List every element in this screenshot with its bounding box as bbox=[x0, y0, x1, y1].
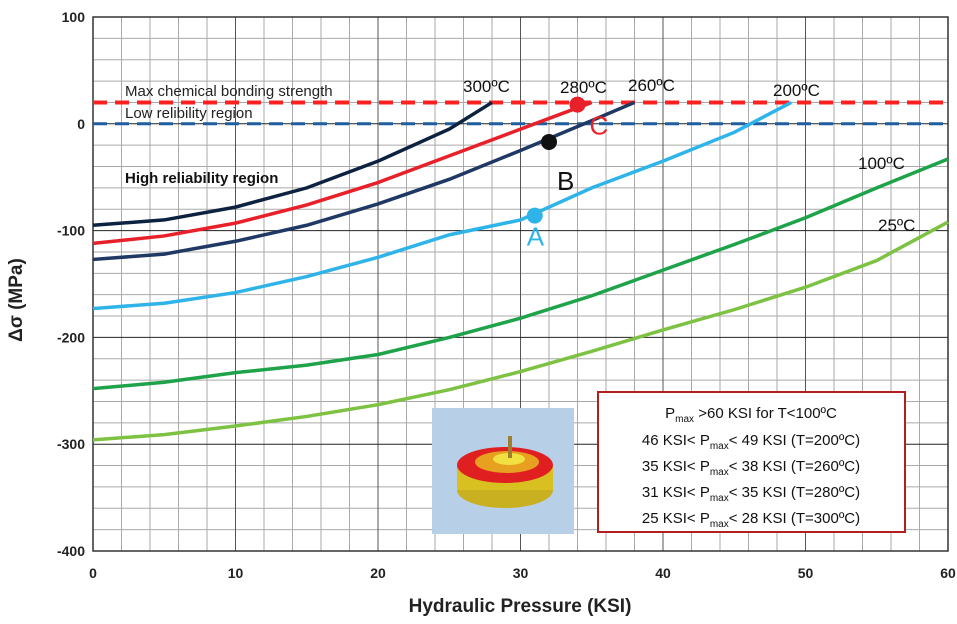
x-axis-label: Hydraulic Pressure (KSI) bbox=[409, 596, 632, 617]
point-marker bbox=[570, 97, 586, 113]
series-label: 25ºC bbox=[878, 216, 915, 235]
x-tick-label: 10 bbox=[228, 565, 244, 581]
chart: Hydraulic Pressure (KSI) Δσ (MPa) Max ch… bbox=[0, 0, 957, 624]
point-marker bbox=[541, 134, 557, 150]
legend-text: < 38 KSI (T=260ºC) bbox=[729, 458, 860, 475]
legend-text: 31 KSI< P bbox=[642, 484, 710, 501]
x-tick-label: 50 bbox=[798, 565, 814, 581]
series-label: 260ºC bbox=[628, 76, 675, 95]
x-tick-label: 40 bbox=[655, 565, 671, 581]
y-tick-label: -400 bbox=[57, 543, 85, 559]
y-tick-label: 0 bbox=[77, 116, 85, 132]
legend-text: max bbox=[710, 467, 729, 478]
y-tick-label: -200 bbox=[57, 329, 85, 345]
legend-text: max bbox=[710, 493, 729, 504]
annotation: Low relibility region bbox=[125, 105, 253, 122]
x-tick-label: 30 bbox=[513, 565, 529, 581]
point-label: C bbox=[590, 111, 609, 141]
y-tick-label: 100 bbox=[62, 9, 86, 25]
legend-text: < 35 KSI (T=280ºC) bbox=[729, 484, 860, 501]
point-label: B bbox=[557, 166, 574, 196]
x-tick-label: 20 bbox=[370, 565, 386, 581]
x-tick-label: 0 bbox=[89, 565, 97, 581]
legend-text: < 49 KSI (T=200ºC) bbox=[729, 432, 860, 449]
legend-text: >60 KSI for T<100ºC bbox=[694, 405, 837, 422]
annotation: High reliability region bbox=[125, 170, 278, 187]
y-tick-label: -100 bbox=[57, 223, 85, 239]
inset-image bbox=[432, 408, 574, 534]
annotation: Max chemical bonding strength bbox=[125, 83, 333, 100]
legend-text: 25 KSI< P bbox=[642, 510, 710, 527]
series-label: 300ºC bbox=[463, 77, 510, 96]
legend-text: max bbox=[710, 519, 729, 530]
legend-text: max bbox=[675, 414, 694, 425]
legend-text: < 28 KSI (T=300ºC) bbox=[729, 510, 860, 527]
point-label: A bbox=[527, 222, 545, 252]
legend-text: 35 KSI< P bbox=[642, 458, 710, 475]
series-label: 200ºC bbox=[773, 81, 820, 100]
series-label: 100ºC bbox=[858, 154, 905, 173]
x-tick-label: 60 bbox=[940, 565, 956, 581]
legend-text: max bbox=[710, 441, 729, 452]
y-axis-label: Δσ (MPa) bbox=[6, 258, 27, 342]
series-label: 280ºC bbox=[560, 78, 607, 97]
legend-text: 46 KSI< P bbox=[642, 432, 710, 449]
legend-text: P bbox=[665, 405, 675, 422]
y-tick-label: -300 bbox=[57, 436, 85, 452]
